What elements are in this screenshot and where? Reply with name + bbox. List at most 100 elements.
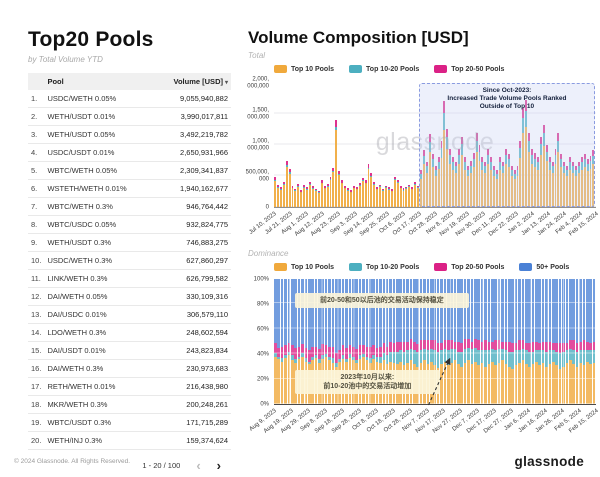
bar-segment: [389, 351, 392, 362]
bar-segment: [474, 361, 477, 404]
bar-segment: [463, 157, 466, 163]
dominance-chart-plot[interactable]: 0% 20% 40% 60% 80% 100% 前20-50和50以后池的交易活动保持稳定…: [254, 276, 596, 407]
legend-item[interactable]: Top 10 Pools: [274, 65, 334, 73]
bar-segment: [399, 187, 402, 189]
bar-segment: [452, 169, 455, 207]
bar-segment: [507, 158, 510, 168]
bar-segment: [379, 346, 382, 357]
legend-item[interactable]: Top 10 Pools: [274, 263, 334, 271]
bar-segment: [572, 161, 574, 167]
bar-segment: [365, 346, 369, 357]
bar-segment: [449, 163, 452, 207]
table-row[interactable]: 18. MKR/WETH 0.3% 200,248,261: [28, 395, 231, 414]
bar-segment: [524, 342, 528, 351]
bar-segment: [487, 154, 490, 164]
legend-item[interactable]: Top 20-50 Pools: [434, 65, 504, 73]
row-rank: 2.: [28, 107, 45, 126]
y-tick-label: 500,000, 000: [245, 169, 269, 183]
total-chart-plot[interactable]: 0 500,000, 000 1,000, 000,000 1,500, 000,00…: [246, 77, 596, 210]
table-row[interactable]: 3. WETH/USDT 0.05% 3,492,219,782: [28, 125, 231, 144]
legend-item[interactable]: Top 10-20 Pools: [349, 65, 419, 73]
volume-bar: [572, 83, 574, 207]
bar-segment: [314, 346, 318, 356]
table-row[interactable]: 14. LDO/WETH 0.3% 248,602,594: [28, 323, 231, 342]
table-row[interactable]: 20. WETH/INJ 0.3% 159,374,624: [28, 431, 231, 450]
bar-segment: [288, 169, 291, 173]
row-pool: LDO/WETH 0.3%: [44, 323, 154, 342]
volume-bar: [501, 83, 504, 207]
bar-segment: [470, 364, 474, 404]
bar-segment-50plus: [511, 279, 514, 343]
bar-segment: [507, 341, 511, 352]
table-row[interactable]: 11. LINK/WETH 0.3% 626,799,582: [28, 269, 231, 288]
bar-segment: [408, 187, 411, 207]
table-row[interactable]: 12. DAI/WETH 0.05% 330,109,316: [28, 287, 231, 306]
volume-bar: [361, 83, 364, 207]
bar-segment: [402, 351, 406, 366]
table-row[interactable]: 7. WBTC/WETH 0.3% 946,764,442: [28, 197, 231, 216]
bar-segment: [355, 189, 358, 207]
bar-segment: [501, 341, 504, 349]
bar-segment: [332, 170, 335, 173]
bar-segment: [414, 184, 417, 186]
dominance-chart-subtitle: Dominance: [248, 249, 289, 258]
row-rank: 11.: [28, 269, 45, 288]
prev-page-icon[interactable]: ‹: [196, 457, 201, 473]
bar-segment: [580, 157, 583, 163]
table-row[interactable]: 19. WBTC/USDT 0.3% 171,715,289: [28, 413, 231, 432]
bar-segment-50plus: [392, 279, 396, 343]
bar-segment-50plus: [382, 279, 386, 343]
row-rank: 13.: [28, 305, 45, 324]
bar-segment: [390, 190, 393, 192]
volume-composition-panel: Volume Composition [USD] Total Top 10 Po…: [246, 28, 600, 443]
dominance-bar: [497, 279, 501, 404]
pagination-range-label: 1 - 20 / 100: [142, 461, 181, 470]
volume-bar: [536, 83, 539, 207]
bar-segment: [557, 140, 560, 152]
table-row[interactable]: 4. USDC/USDT 0.01% 2,650,931,966: [28, 143, 231, 162]
table-row[interactable]: 17. RETH/WETH 0.01% 216,438,980: [28, 377, 231, 396]
bar-segment: [320, 183, 323, 207]
bar-segment: [569, 162, 572, 170]
bar-segment: [528, 366, 531, 404]
bar-segment: [487, 350, 491, 364]
volume-column-header[interactable]: Volume [USD] ▾: [153, 73, 231, 90]
volume-bar: [323, 83, 326, 207]
bar-segment: [420, 169, 423, 174]
table-row[interactable]: 13. DAI/USDC 0.01% 306,579,110: [28, 305, 231, 324]
bar-segment: [317, 190, 320, 193]
sort-desc-icon[interactable]: ▾: [224, 80, 228, 86]
bar-segment-50plus: [535, 279, 538, 342]
bar-segment: [478, 151, 481, 161]
volume-bar: [440, 83, 443, 207]
next-page-icon[interactable]: ›: [216, 457, 221, 473]
table-row[interactable]: 9. WETH/USDT 0.3% 746,883,275: [28, 233, 231, 252]
pool-column-header[interactable]: Pool: [44, 73, 154, 90]
bar-segment: [320, 182, 323, 184]
bar-segment: [429, 340, 433, 349]
bar-segment: [446, 350, 450, 366]
table-row[interactable]: 2. WETH/USDT 0.01% 3,990,017,811: [28, 107, 231, 126]
bar-segment: [525, 127, 528, 207]
table-row[interactable]: 1. USDC/WETH 0.05% 9,055,940,882: [28, 90, 231, 108]
legend-item[interactable]: 50+ Pools: [519, 263, 569, 271]
row-rank: 12.: [28, 287, 45, 306]
bar-segment: [376, 188, 379, 190]
table-row[interactable]: 6. WSTETH/WETH 0.01% 1,940,162,677: [28, 179, 231, 198]
volume-bar: [545, 83, 548, 207]
table-row[interactable]: 10. USDC/WETH 0.3% 627,860,297: [28, 251, 231, 270]
table-row[interactable]: 5. WBTC/WETH 0.05% 2,309,341,837: [28, 161, 231, 180]
table-row[interactable]: 16. DAI/WETH 0.3% 230,973,683: [28, 359, 231, 378]
bar-segment: [496, 173, 498, 180]
table-row[interactable]: 15. DAI/USDT 0.01% 243,823,834: [28, 341, 231, 360]
row-volume: 946,764,442: [153, 197, 231, 216]
legend-item[interactable]: Top 10-20 Pools: [349, 263, 419, 271]
bar-segment: [507, 366, 511, 404]
bar-segment: [539, 136, 542, 145]
table-row[interactable]: 8. WBTC/USDC 0.05% 932,824,775: [28, 215, 231, 234]
volume-bar: [484, 83, 487, 207]
bar-segment: [440, 148, 443, 159]
legend-item[interactable]: Top 20-50 Pools: [434, 263, 504, 271]
bar-segment: [592, 164, 595, 207]
bar-segment: [592, 350, 596, 363]
